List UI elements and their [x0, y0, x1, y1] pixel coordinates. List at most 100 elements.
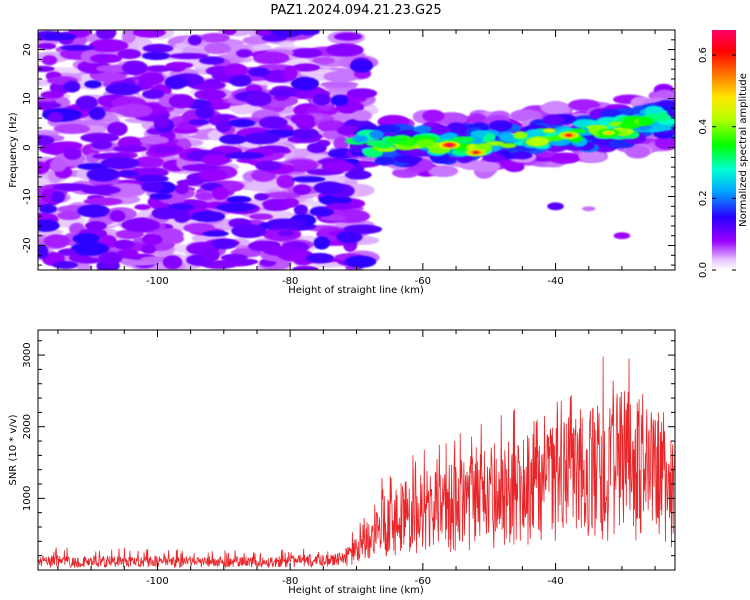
heatmap-cell — [206, 78, 221, 86]
heatmap-cell — [429, 124, 450, 135]
heatmap-cell — [244, 132, 280, 145]
heatmap-cell — [112, 145, 148, 153]
heatmap-cell — [297, 30, 320, 36]
heatmap-cell — [482, 152, 506, 163]
heatmap-cell — [42, 32, 77, 41]
heatmap-cell — [283, 65, 298, 81]
heatmap-cell — [105, 82, 142, 96]
heatmap-cell — [175, 183, 189, 195]
heatmap-cell — [229, 74, 252, 87]
heatmap-cell — [624, 144, 651, 159]
heatmap-cell — [513, 131, 528, 139]
heatmap-cell — [488, 120, 513, 132]
heatmap-cell — [211, 238, 238, 250]
heatmap-cell — [70, 242, 110, 256]
heatmap-cell — [38, 42, 57, 50]
colorbar-tick-label: 0.4 — [698, 119, 709, 135]
heatmap-cell — [253, 51, 290, 65]
heatmap-cell — [43, 234, 70, 249]
heatmap-cell — [547, 202, 564, 211]
heatmap-cell — [156, 227, 184, 242]
heatmap-cell — [117, 48, 142, 60]
heatmap-cell — [511, 151, 533, 160]
heatmap-cell — [292, 127, 319, 140]
snr-y-axis-label: SNR (10 * v/v) — [8, 414, 19, 485]
heatmap-cell — [305, 252, 334, 264]
heatmap-cell — [470, 130, 488, 138]
x-tick-label: -80 — [282, 276, 298, 287]
snr-series-line — [38, 356, 675, 569]
heatmap-cell — [80, 132, 120, 143]
heatmap-cell — [183, 222, 215, 234]
heatmap-cell — [323, 70, 359, 83]
heatmap-cell — [485, 141, 505, 146]
x-tick-label: -100 — [146, 576, 169, 587]
heatmap-cell — [100, 157, 140, 169]
heatmap-cell — [277, 230, 295, 237]
x-tick-label: -40 — [547, 576, 563, 587]
heatmap-cell — [276, 174, 295, 189]
heatmap-cell — [86, 167, 119, 182]
heatmap-cell — [336, 230, 363, 244]
heatmap-cell — [255, 161, 282, 172]
heatmap-cell — [47, 111, 63, 123]
heatmap-cell — [164, 75, 188, 90]
heatmap-cell — [181, 163, 220, 172]
heatmap-cell — [291, 265, 319, 270]
x-tick-label: -80 — [282, 576, 298, 587]
heatmap-cell — [446, 143, 453, 147]
heatmap-cell — [133, 156, 165, 169]
y-tick-label: 1000 — [22, 486, 33, 511]
colorbar-tick-label: 0.2 — [698, 190, 709, 206]
heatmap-cell — [231, 224, 267, 239]
heatmap-cell — [245, 92, 272, 107]
heatmap-cell — [224, 151, 265, 160]
heatmap-cell — [72, 233, 100, 245]
x-tick-label: -60 — [415, 276, 431, 287]
heatmap-cell — [75, 95, 98, 110]
heatmap-cell — [197, 168, 228, 182]
heatmap-cell — [228, 119, 256, 128]
heatmap-cell — [258, 116, 288, 130]
heatmap-cell — [236, 49, 253, 58]
heatmap-cell — [293, 204, 309, 216]
heatmap-cell — [422, 109, 445, 123]
heatmap-cell — [325, 43, 364, 57]
heatmap-cell — [187, 34, 202, 46]
heatmap-cell — [232, 258, 259, 265]
heatmap-cell — [249, 213, 274, 220]
heatmap-cell — [162, 255, 183, 270]
heatmap-cell — [223, 63, 249, 78]
heatmap-cell — [344, 170, 372, 180]
figure-title: PAZ1.2024.094.21.23.G25 — [270, 3, 441, 18]
heatmap-cell — [151, 207, 178, 220]
heatmap-cell — [312, 93, 331, 106]
x-tick-label: -40 — [547, 276, 563, 287]
colorbar-ticks: 0.0 0.2 0.4 0.6 — [698, 47, 736, 278]
heatmap-cell — [344, 255, 377, 268]
heatmap-cell — [117, 248, 139, 259]
heatmap-cell — [142, 89, 164, 100]
heatmap-cell — [333, 32, 363, 41]
heatmap-cell — [49, 157, 67, 172]
heatmap-cell — [98, 251, 123, 265]
y-tick-label: 0 — [22, 144, 33, 150]
colorbar-label: Normalized spectral amplitude — [738, 73, 749, 227]
heatmap-cell — [290, 76, 320, 91]
heatmap-cell — [247, 67, 270, 77]
colorbar: 0.0 0.2 0.4 0.6 Normalized spectral amplitu… — [698, 30, 749, 278]
heatmap-cell — [52, 141, 83, 151]
heatmap-cell — [77, 204, 110, 218]
heatmap-cell — [142, 43, 174, 53]
heatmap-cell — [313, 181, 345, 195]
heatmap-cell — [194, 88, 227, 101]
heatmap-cell — [543, 101, 568, 116]
heatmap-cell — [95, 30, 117, 40]
heatmap-cell — [134, 204, 151, 211]
heatmap-cell — [330, 94, 349, 106]
heatmap-cell — [198, 56, 225, 65]
heatmap-cell — [38, 204, 58, 214]
heatmap-cell — [645, 105, 664, 114]
heatmap-cell — [219, 134, 247, 145]
